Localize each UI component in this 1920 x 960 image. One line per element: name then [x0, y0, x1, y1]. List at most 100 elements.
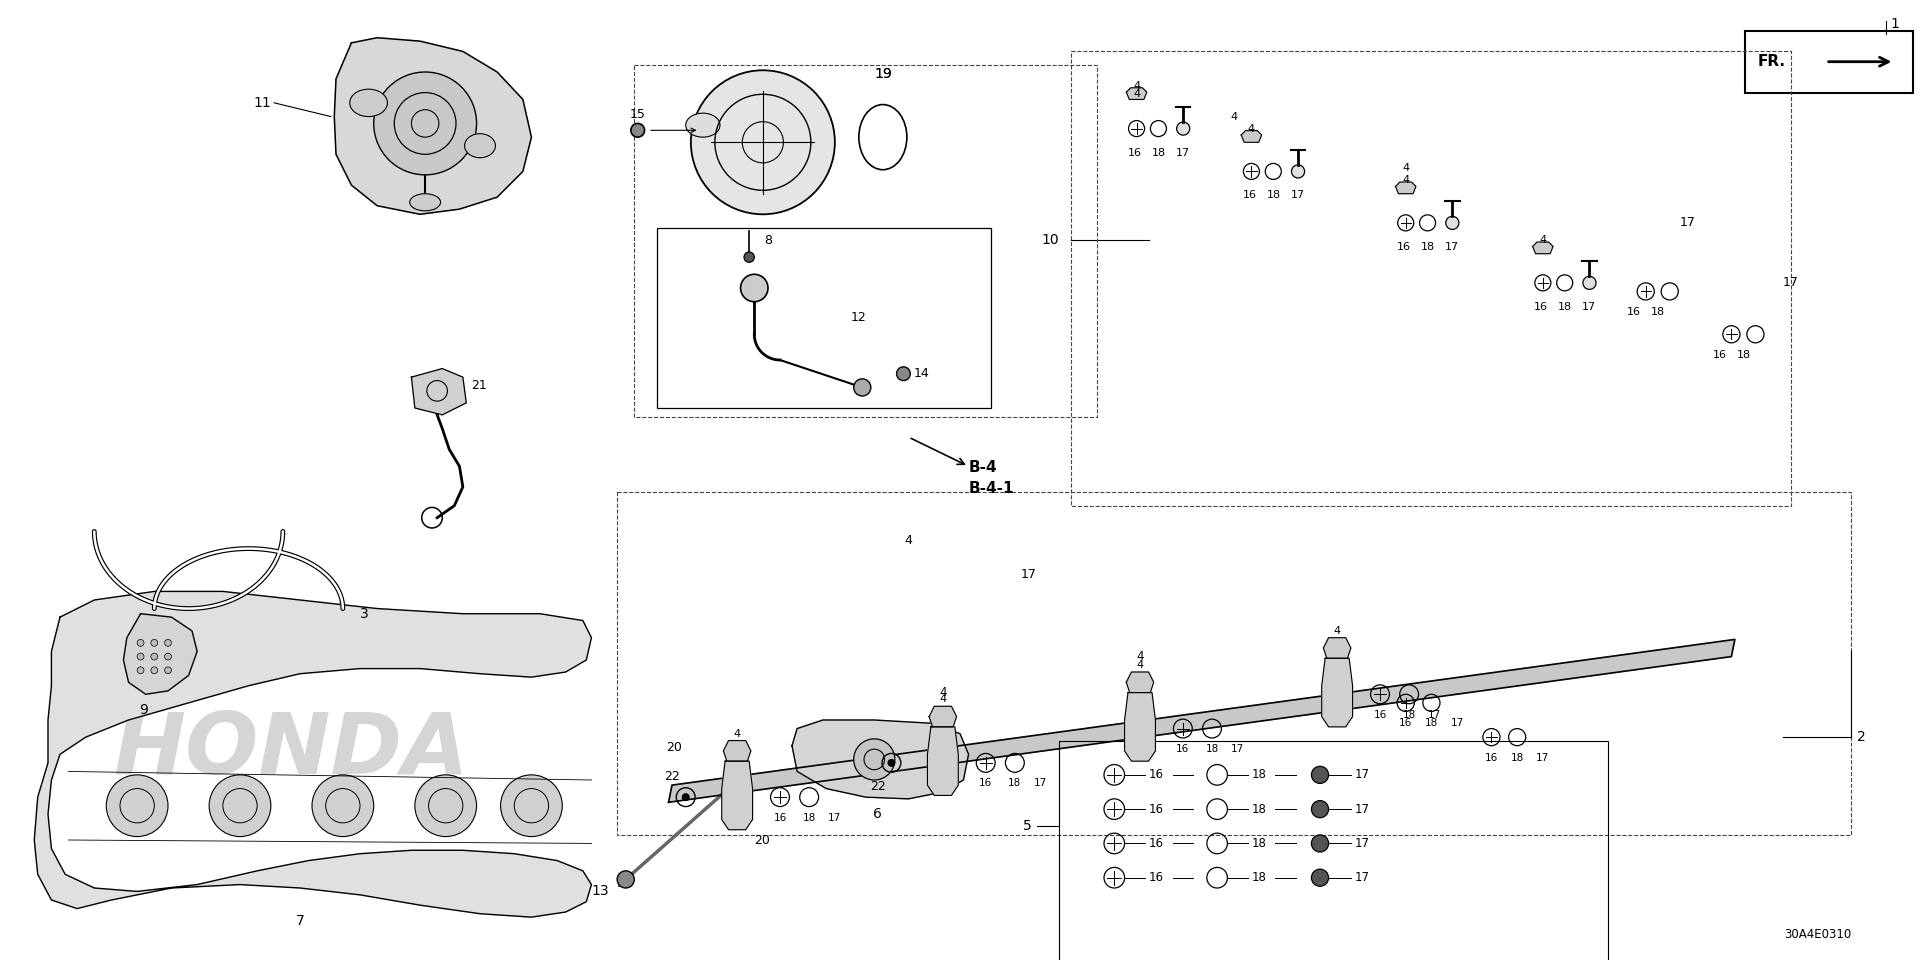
Text: 10: 10: [1043, 233, 1060, 247]
Circle shape: [165, 667, 171, 674]
Text: 17: 17: [1021, 567, 1037, 581]
Text: 4: 4: [1133, 89, 1140, 99]
Polygon shape: [1125, 692, 1156, 761]
Circle shape: [1311, 835, 1329, 852]
Circle shape: [1292, 165, 1304, 178]
Text: B-4: B-4: [968, 461, 996, 475]
Circle shape: [152, 667, 157, 674]
Text: 15: 15: [630, 108, 645, 121]
Polygon shape: [1396, 182, 1415, 194]
Text: 16: 16: [1398, 242, 1411, 252]
Polygon shape: [724, 740, 751, 761]
Text: 16: 16: [1373, 709, 1386, 720]
Text: 17: 17: [1354, 872, 1369, 884]
Text: 17: 17: [1354, 768, 1369, 781]
Text: 18: 18: [1402, 709, 1415, 720]
Text: 13: 13: [591, 884, 609, 899]
Text: 18: 18: [1252, 803, 1267, 816]
Text: 4: 4: [1402, 163, 1409, 173]
Circle shape: [152, 639, 157, 646]
Text: 4: 4: [904, 534, 912, 546]
Polygon shape: [929, 707, 956, 727]
Circle shape: [415, 775, 476, 836]
Text: 17: 17: [1680, 216, 1695, 229]
Text: 16: 16: [979, 779, 993, 788]
Circle shape: [632, 124, 645, 137]
Polygon shape: [791, 720, 968, 799]
Text: FR.: FR.: [1757, 54, 1786, 69]
Text: 16: 16: [1177, 744, 1190, 755]
Bar: [1060, 740, 1609, 960]
Circle shape: [209, 775, 271, 836]
Text: 18: 18: [1736, 349, 1751, 360]
Text: 19: 19: [874, 66, 893, 81]
Text: 20: 20: [755, 833, 770, 847]
Text: 7: 7: [296, 914, 305, 927]
Bar: [616, 492, 1851, 835]
Circle shape: [106, 775, 169, 836]
Text: 18: 18: [1206, 744, 1219, 755]
Text: 17: 17: [1536, 753, 1549, 762]
Polygon shape: [1532, 242, 1553, 253]
Circle shape: [1446, 216, 1459, 229]
Text: 2: 2: [1857, 731, 1866, 744]
Text: 16: 16: [1148, 803, 1164, 816]
Text: 18: 18: [1421, 242, 1434, 252]
Polygon shape: [722, 761, 753, 829]
Text: 17: 17: [1175, 148, 1190, 157]
Text: 21: 21: [472, 379, 488, 393]
Text: 18: 18: [1252, 872, 1267, 884]
Text: 4: 4: [1540, 235, 1546, 245]
Text: 19: 19: [874, 66, 893, 81]
Text: 6: 6: [874, 807, 881, 822]
Text: 12: 12: [851, 311, 866, 324]
Text: 4: 4: [1137, 650, 1144, 663]
Text: 4: 4: [1334, 626, 1340, 636]
Bar: [1745, 31, 1912, 92]
Circle shape: [136, 653, 144, 660]
Text: 16: 16: [1484, 753, 1498, 762]
Text: 16: 16: [1148, 837, 1164, 850]
Text: 17: 17: [1428, 709, 1442, 720]
Bar: [657, 228, 991, 408]
Circle shape: [897, 367, 910, 380]
Text: 18: 18: [1511, 753, 1524, 762]
Polygon shape: [35, 591, 591, 917]
Circle shape: [311, 775, 374, 836]
Text: 4: 4: [939, 694, 947, 705]
Circle shape: [374, 72, 476, 175]
Circle shape: [616, 871, 634, 888]
Circle shape: [501, 775, 563, 836]
Text: 22: 22: [870, 780, 885, 793]
Text: 17: 17: [1446, 242, 1459, 252]
Text: 18: 18: [1252, 768, 1267, 781]
Polygon shape: [1127, 87, 1146, 100]
Bar: [1071, 52, 1791, 506]
Text: 17: 17: [1035, 779, 1046, 788]
Polygon shape: [1127, 672, 1154, 692]
Circle shape: [691, 70, 835, 214]
Text: 18: 18: [1267, 190, 1281, 201]
Text: 16: 16: [1626, 307, 1642, 317]
Polygon shape: [1321, 659, 1352, 727]
Text: B-4-1: B-4-1: [968, 481, 1014, 496]
Text: 4: 4: [1248, 124, 1256, 133]
Text: 4: 4: [939, 686, 947, 699]
Circle shape: [1311, 766, 1329, 783]
Text: 8: 8: [764, 233, 772, 247]
Text: 17: 17: [1354, 837, 1369, 850]
Polygon shape: [123, 613, 198, 694]
Text: 30A4E0310: 30A4E0310: [1784, 927, 1851, 941]
Text: 18: 18: [803, 813, 816, 823]
Text: 17: 17: [1582, 301, 1596, 312]
Text: 5: 5: [1023, 819, 1033, 833]
Text: 11: 11: [253, 96, 271, 109]
Polygon shape: [1323, 637, 1352, 659]
Circle shape: [887, 759, 895, 766]
Ellipse shape: [685, 113, 720, 137]
Circle shape: [136, 639, 144, 646]
Polygon shape: [668, 639, 1736, 803]
Circle shape: [165, 653, 171, 660]
Circle shape: [854, 379, 872, 396]
Text: 18: 18: [1425, 718, 1438, 729]
